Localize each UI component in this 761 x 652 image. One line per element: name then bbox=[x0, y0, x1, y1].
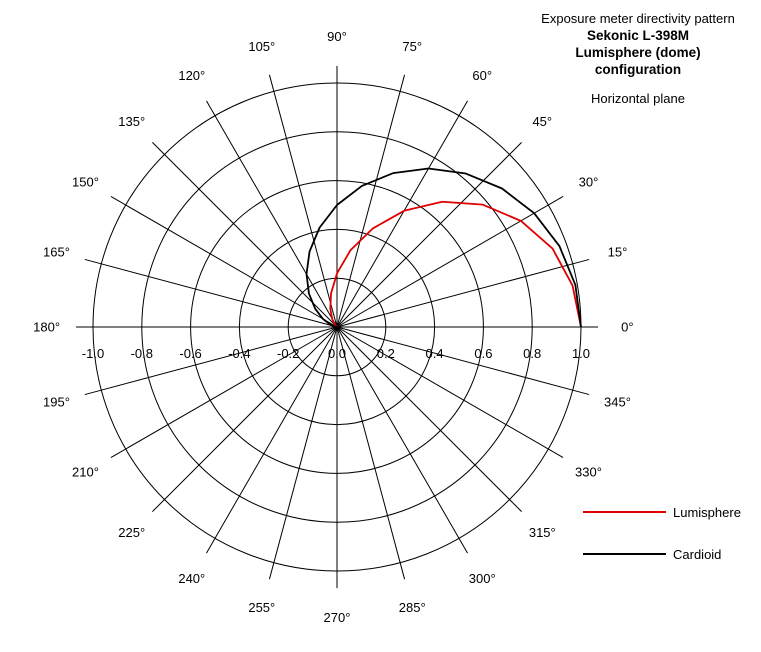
series-line-lumisphere bbox=[329, 200, 582, 328]
angle-tick-165: 165° bbox=[43, 244, 70, 259]
angle-tick-0: 0° bbox=[621, 320, 633, 335]
chart-title-line-1: Exposure meter directivity pattern bbox=[541, 11, 735, 26]
chart-title-line-3: Lumisphere (dome) bbox=[575, 45, 701, 60]
angle-tick-90: 90° bbox=[327, 29, 347, 44]
spoke-30 bbox=[336, 196, 564, 328]
spoke-75 bbox=[336, 74, 406, 328]
angle-tick-240: 240° bbox=[178, 571, 205, 586]
chart-title-line-2: Sekonic L-398M bbox=[586, 28, 690, 43]
angle-tick-75: 75° bbox=[402, 39, 422, 54]
radial-tick-10: 1.0 bbox=[572, 346, 590, 361]
spoke-105 bbox=[268, 74, 338, 328]
legend-label-cardioid: Cardioid bbox=[673, 546, 722, 562]
angle-tick-45: 45° bbox=[532, 114, 552, 129]
spoke-195 bbox=[84, 326, 338, 396]
angle-tick-330: 330° bbox=[575, 465, 602, 480]
spoke-345 bbox=[336, 326, 590, 396]
angular-grid-spokes bbox=[75, 65, 599, 589]
radial-tick-4: -0.2 bbox=[277, 346, 299, 361]
legend-label-lumisphere: Lumisphere bbox=[673, 504, 741, 520]
legend: Lumisphere Cardioid bbox=[583, 502, 741, 586]
angle-tick-315: 315° bbox=[529, 525, 556, 540]
spoke-45 bbox=[336, 142, 522, 328]
series-line-cardioid bbox=[305, 167, 582, 328]
radial-tick-labels: -1.0 -0.8 -0.6 -0.4 -0.2 0.0 0.2 0.4 0.6 0.8 1.0 bbox=[82, 346, 590, 361]
spoke-285 bbox=[336, 326, 406, 580]
radial-tick-0: -1.0 bbox=[82, 346, 104, 361]
angle-tick-135: 135° bbox=[118, 114, 145, 129]
angle-tick-labels: 0° 15° 30° 45° 60° 75° 90° 105° 120° 135° 150° 165°… bbox=[33, 29, 633, 625]
angle-tick-210: 210° bbox=[72, 465, 99, 480]
legend-swatch-cardioid bbox=[583, 553, 666, 555]
angle-tick-105: 105° bbox=[248, 39, 275, 54]
radial-tick-6: 0.2 bbox=[377, 346, 395, 361]
angle-tick-30: 30° bbox=[579, 174, 599, 189]
chart-title-line-4: configuration bbox=[594, 62, 682, 77]
chart-subtitle: Horizontal plane bbox=[591, 91, 685, 106]
radial-tick-8: 0.6 bbox=[474, 346, 492, 361]
spoke-225 bbox=[152, 326, 338, 512]
radial-tick-2: -0.6 bbox=[179, 346, 201, 361]
spoke-255 bbox=[268, 326, 338, 580]
radial-tick-1: -0.8 bbox=[131, 346, 153, 361]
spoke-315 bbox=[336, 326, 522, 512]
spoke-300 bbox=[336, 326, 468, 554]
angle-tick-345: 345° bbox=[604, 395, 631, 410]
series-layer bbox=[305, 167, 582, 328]
spoke-330 bbox=[336, 326, 564, 458]
radial-tick-3: -0.4 bbox=[228, 346, 250, 361]
spoke-60 bbox=[336, 100, 468, 328]
spoke-120 bbox=[206, 100, 338, 328]
angle-tick-60: 60° bbox=[472, 68, 492, 83]
spoke-135 bbox=[152, 142, 338, 328]
radial-tick-5: 0.0 bbox=[328, 346, 346, 361]
radial-tick-7: 0.4 bbox=[426, 346, 444, 361]
legend-entry-lumisphere: Lumisphere bbox=[583, 502, 741, 522]
angle-tick-255: 255° bbox=[248, 600, 275, 615]
angle-tick-180: 180° bbox=[33, 320, 60, 335]
angle-tick-285: 285° bbox=[399, 600, 426, 615]
spoke-15 bbox=[336, 258, 590, 328]
angle-tick-150: 150° bbox=[72, 174, 99, 189]
angle-tick-195: 195° bbox=[43, 395, 70, 410]
chart-title-block: Exposure meter directivity pattern Sekon… bbox=[520, 10, 756, 107]
spoke-165 bbox=[84, 258, 338, 328]
angle-tick-300: 300° bbox=[469, 571, 496, 586]
angle-tick-15: 15° bbox=[608, 244, 628, 259]
angle-tick-120: 120° bbox=[178, 68, 205, 83]
legend-swatch-lumisphere bbox=[583, 511, 666, 513]
spoke-210 bbox=[110, 326, 338, 458]
spoke-150 bbox=[110, 196, 338, 328]
legend-entry-cardioid: Cardioid bbox=[583, 544, 741, 564]
angle-tick-225: 225° bbox=[118, 525, 145, 540]
radial-tick-9: 0.8 bbox=[523, 346, 541, 361]
spoke-240 bbox=[206, 326, 338, 554]
angle-tick-270: 270° bbox=[324, 610, 351, 625]
